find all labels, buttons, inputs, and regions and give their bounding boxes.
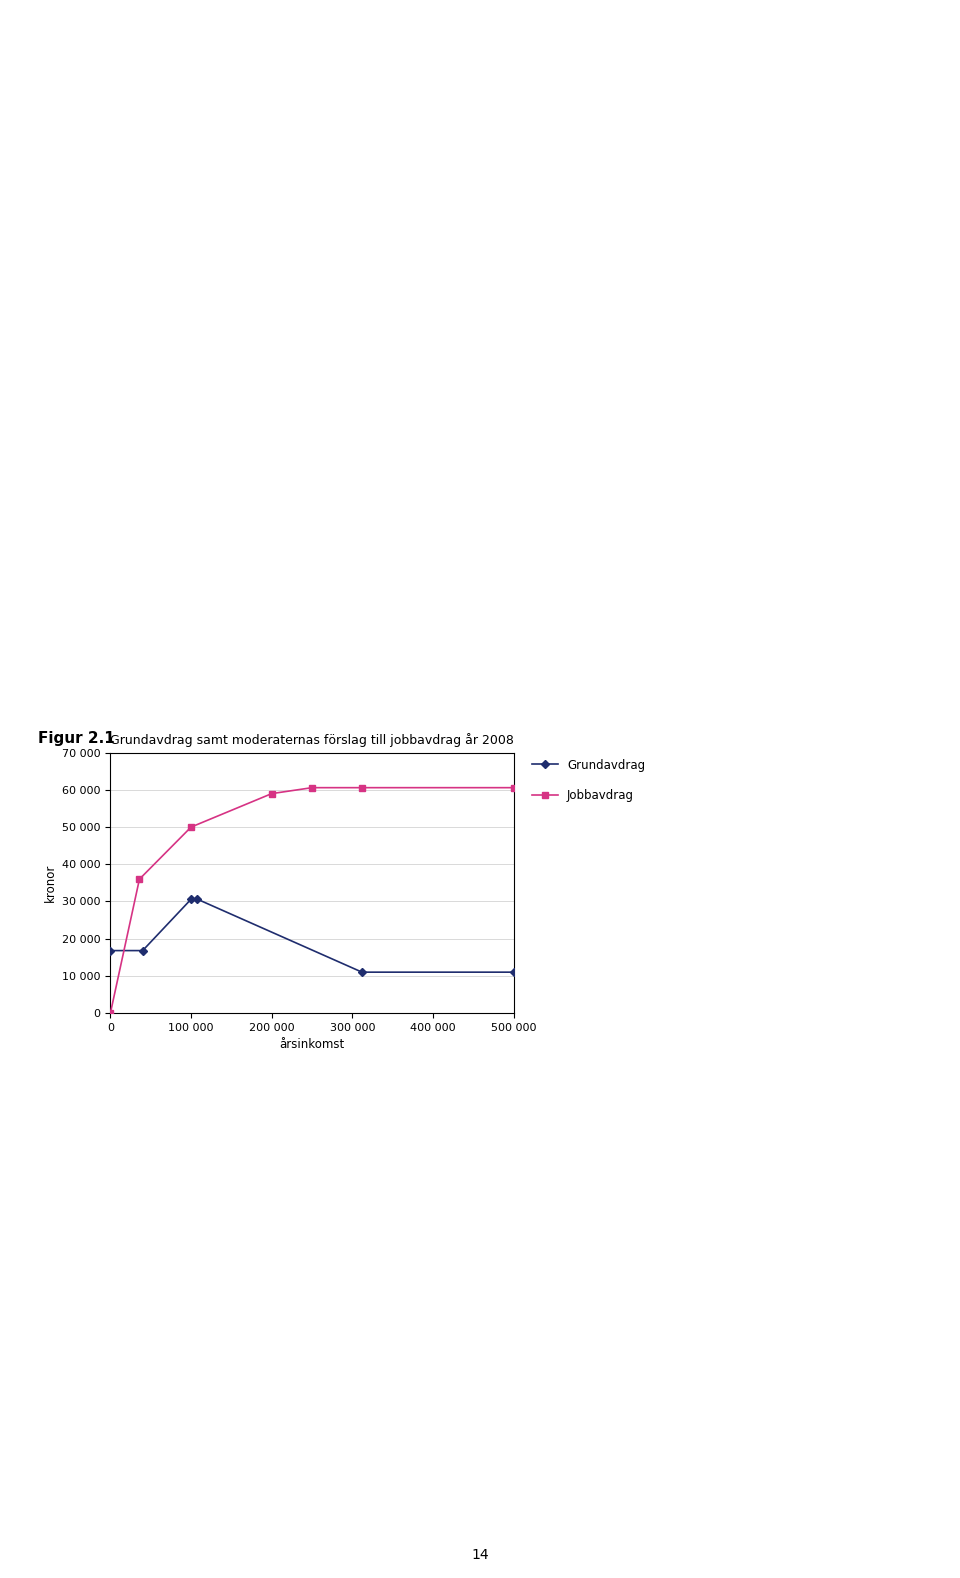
Y-axis label: kronor: kronor	[43, 863, 57, 903]
Grundavdrag	[508, 963, 519, 982]
Jobbavdrag	[266, 784, 277, 803]
Line: Jobbavdrag: Jobbavdrag	[108, 784, 516, 1016]
Legend: Grundavdrag, Jobbavdrag: Grundavdrag, Jobbavdrag	[532, 759, 645, 802]
Jobbavdrag	[306, 778, 318, 797]
X-axis label: årsinkomst: årsinkomst	[279, 1038, 345, 1051]
Text: Figur 2.1: Figur 2.1	[38, 731, 115, 746]
Jobbavdrag	[133, 869, 145, 888]
Grundavdrag	[105, 940, 116, 959]
Jobbavdrag	[105, 1004, 116, 1023]
Title: Grundavdrag samt moderaternas förslag till jobbavdrag år 2008: Grundavdrag samt moderaternas förslag ti…	[110, 734, 514, 748]
Grundavdrag	[356, 963, 368, 982]
Grundavdrag	[192, 890, 204, 909]
Jobbavdrag	[185, 817, 197, 836]
Jobbavdrag	[508, 778, 519, 797]
Grundavdrag	[185, 890, 197, 909]
Text: 14: 14	[471, 1548, 489, 1562]
Jobbavdrag	[356, 778, 368, 797]
Grundavdrag	[137, 940, 149, 959]
Line: Grundavdrag: Grundavdrag	[108, 896, 516, 975]
